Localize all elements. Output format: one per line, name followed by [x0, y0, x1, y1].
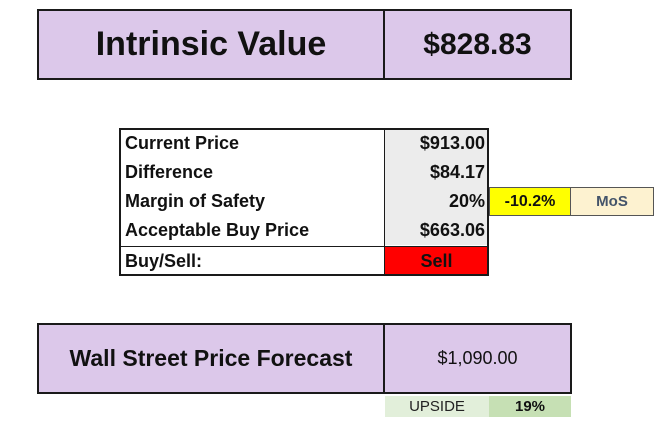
margin-of-safety-label[interactable]: Margin of Safety [119, 187, 385, 216]
current-price-label[interactable]: Current Price [119, 129, 385, 158]
upside-value[interactable]: 19% [489, 396, 571, 417]
buy-sell-value[interactable]: Sell [384, 247, 489, 276]
acceptable-buy-price-value[interactable]: $663.06 [384, 216, 489, 245]
current-price-value[interactable]: $913.00 [384, 129, 489, 158]
margin-of-safety-value[interactable]: 20% [384, 187, 489, 216]
table-column-divider [384, 128, 385, 276]
mos-percent-cell[interactable]: -10.2% [489, 187, 571, 216]
intrinsic-value-amount[interactable]: $828.83 [383, 9, 572, 80]
difference-value[interactable]: $84.17 [384, 158, 489, 187]
wall-street-forecast-value[interactable]: $1,090.00 [383, 323, 572, 394]
difference-label[interactable]: Difference [119, 158, 385, 187]
intrinsic-value-label[interactable]: Intrinsic Value [37, 9, 385, 80]
upside-label[interactable]: UPSIDE [385, 396, 489, 417]
buy-sell-row-divider [119, 246, 489, 247]
buy-sell-label[interactable]: Buy/Sell: [119, 247, 385, 276]
acceptable-buy-price-label[interactable]: Acceptable Buy Price [119, 216, 385, 245]
wall-street-forecast-label[interactable]: Wall Street Price Forecast [37, 323, 385, 394]
mos-tag-cell[interactable]: MoS [571, 187, 654, 216]
